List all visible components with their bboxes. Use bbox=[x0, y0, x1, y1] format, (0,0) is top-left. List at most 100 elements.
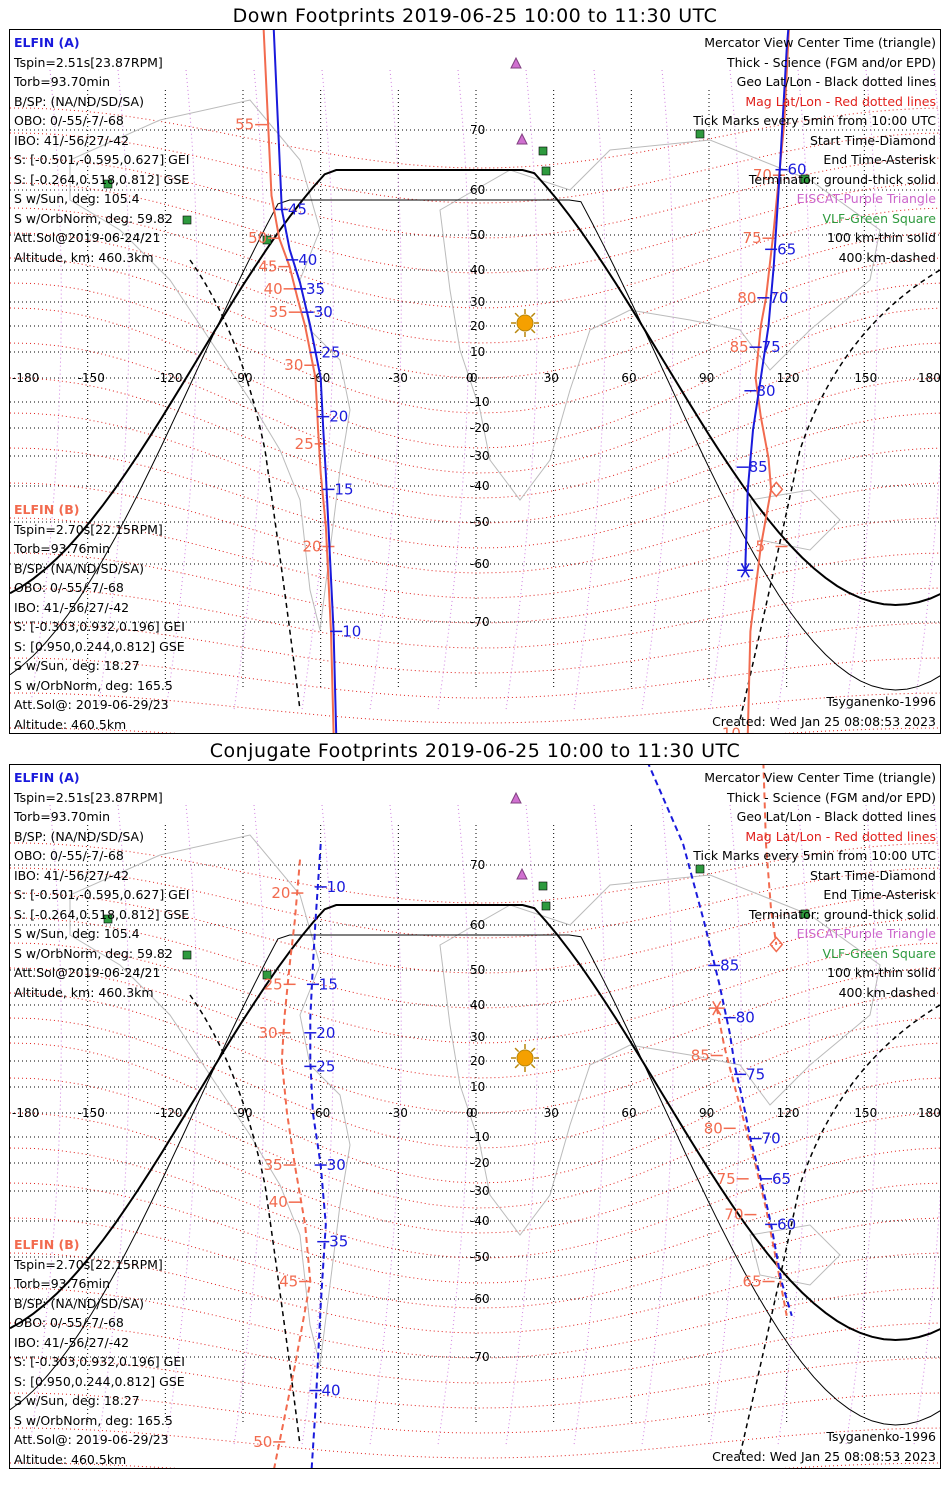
continent-outline bbox=[749, 1224, 841, 1286]
legend-entry: VLF-Green Square bbox=[822, 210, 936, 226]
sun-icon bbox=[516, 314, 534, 332]
elfin-a-param-line: S w/Sun, deg: 105.4 bbox=[14, 926, 140, 941]
elfin-b-west-track bbox=[273, 859, 312, 1468]
magnetic-latitude-line bbox=[10, 867, 940, 939]
elfin-b-param-line: Att.Sol@: 2019-06-29/23 bbox=[14, 697, 169, 712]
sun-icon bbox=[516, 1049, 534, 1067]
terminator-400km-west bbox=[189, 994, 301, 1446]
elfin-a-param-line: OBO: 0/-55/-7/-68 bbox=[14, 848, 124, 863]
elfin-a-west-track bbox=[272, 30, 338, 733]
legend-entry: Tick Marks every 5min from 10:00 UTC bbox=[693, 848, 936, 863]
magnetic-longitude-line bbox=[233, 804, 266, 1446]
vlf-square bbox=[262, 970, 272, 980]
latitude-label: -40 bbox=[470, 479, 490, 493]
elfin-b-west-tick-label: 50 bbox=[253, 1433, 272, 1451]
elfin-b-east-tick-label: 85 bbox=[730, 338, 749, 356]
magnetic-longitude-line bbox=[301, 804, 334, 1446]
elfin-b-param-line: S: [0.950,0.244,0.812] GSE bbox=[14, 638, 185, 654]
magnetic-longitude-line bbox=[437, 69, 470, 711]
elfin-a-west-tick-label: 20 bbox=[329, 408, 348, 426]
longitude-label: 0 bbox=[466, 1106, 474, 1120]
continent-outline bbox=[69, 834, 351, 1366]
vlf-square bbox=[182, 950, 192, 960]
latitude-label: -70 bbox=[470, 1350, 490, 1364]
legend-entry: Terminator: ground-thick solid bbox=[748, 906, 936, 922]
longitude-label: -180 bbox=[12, 371, 39, 385]
elfin-a-info: ELFIN (A) Tspin=2.51s[23.87RPM] Torb=93.7… bbox=[14, 768, 189, 1002]
sun-ray bbox=[514, 312, 520, 318]
elfin-a-west-tick-label: 35 bbox=[329, 1233, 348, 1251]
elfin-a-params: Tspin=2.51s[23.87RPM] Torb=93.70min B/SP: … bbox=[14, 53, 189, 268]
legend-entry: Mag Lat/Lon - Red dotted lines bbox=[745, 93, 936, 109]
vlf-square bbox=[695, 864, 705, 874]
legend-entry: Thick - Science (FGM and/or EPD) bbox=[727, 54, 936, 70]
latitude-label: 10 bbox=[470, 1080, 485, 1094]
legend-entry: Mercator View Center Time (triangle) bbox=[704, 35, 936, 50]
magnetic-latitude-line bbox=[10, 1322, 940, 1384]
longitude-label: 0 bbox=[466, 371, 474, 385]
elfin-a-param-line: B/SP: (NA/ND/SD/SA) bbox=[14, 93, 144, 109]
elfin-b-param-line: Tspin=2.70s[22.15RPM] bbox=[14, 1256, 163, 1272]
elfin-b-west-tick-label: 40 bbox=[269, 1193, 288, 1211]
elfin-a-param-line: IBO: 41/-56/27/-42 bbox=[14, 132, 130, 148]
latitude-label: 30 bbox=[470, 295, 485, 309]
longitude-label: 150 bbox=[854, 1106, 877, 1120]
elfin-a-east-tick-label: 70 bbox=[762, 1130, 781, 1148]
vlf-square bbox=[541, 166, 551, 176]
magnetic-latitude-line bbox=[10, 517, 940, 599]
elfin-a-param-line: S w/Sun, deg: 105.4 bbox=[14, 191, 140, 206]
elfin-b-east-track bbox=[762, 765, 778, 945]
elfin-b-param-line: S w/OrbNorm, deg: 165.5 bbox=[14, 1412, 173, 1428]
elfin-a-east-tick-label: 85 bbox=[749, 458, 768, 476]
longitude-label: 150 bbox=[854, 371, 877, 385]
elfin-a-param-line: S: [-0.264,0.518,0.812] GSE bbox=[14, 906, 190, 922]
latitude-label: 40 bbox=[470, 263, 485, 277]
elfin-b-east-start-diamond bbox=[769, 481, 784, 498]
elfin-b-east-tick-label: 70 bbox=[753, 166, 772, 184]
longitude-label: 60 bbox=[621, 1106, 636, 1120]
sun-ray bbox=[530, 1063, 536, 1069]
elfin-a-west-tick-label: 40 bbox=[321, 1382, 340, 1400]
elfin-b-east-start-diamond bbox=[769, 936, 784, 953]
elfin-a-params: Tspin=2.51s[23.87RPM] Torb=93.70min B/SP: … bbox=[14, 788, 189, 1003]
magnetic-longitude-line bbox=[573, 69, 606, 711]
latitude-label: 40 bbox=[470, 998, 485, 1012]
magnetic-latitude-line bbox=[10, 1112, 940, 1234]
vlf-square bbox=[541, 901, 551, 911]
legend-entry: Thick - Science (FGM and/or EPD) bbox=[727, 789, 936, 805]
magnetic-latitude-line bbox=[10, 132, 940, 204]
elfin-b-east-2-tick-label: 80 bbox=[704, 1119, 723, 1137]
terminator-ground bbox=[10, 904, 940, 1342]
elfin-a-east-tick-label: 80 bbox=[756, 382, 775, 400]
longitude-label: -120 bbox=[155, 1106, 182, 1120]
elfin-b-east-2-track bbox=[715, 1008, 788, 1316]
elfin-b-west-tick-label: 35 bbox=[269, 303, 288, 321]
magnetic-latitude-line bbox=[10, 107, 940, 169]
eiscat-triangle bbox=[516, 132, 528, 145]
elfin-b-west-tick-label: 45 bbox=[279, 1273, 298, 1291]
down-footprints-map-panel: -180 -150 -120 -90 -60 -30 0 30 60 90 120 150 180 70 6… bbox=[9, 29, 941, 734]
conjugate-footprints-map-panel: -180 -150 -120 -90 -60 -30 0 30 60 90 120 150 180 70 6… bbox=[9, 764, 941, 1469]
magnetic-latitude-line bbox=[10, 587, 940, 649]
sun-ray bbox=[514, 1047, 520, 1053]
latitude-label: 60 bbox=[470, 183, 485, 197]
longitude-label: -30 bbox=[388, 1106, 408, 1120]
vlf-square bbox=[103, 914, 113, 924]
elfin-a-param-line: Att.Sol@2019-06-24/21 bbox=[14, 965, 161, 980]
elfin-a-param-line: Tspin=2.51s[23.87RPM] bbox=[14, 789, 163, 805]
longitude-label: -150 bbox=[78, 371, 105, 385]
legend-entry: Terminator: ground-thick solid bbox=[748, 171, 936, 187]
latitude-label: 70 bbox=[470, 858, 485, 872]
elfin-a-east-track bbox=[744, 30, 790, 571]
longitude-label: 30 bbox=[544, 1106, 559, 1120]
elfin-b-param-line: S w/Sun, deg: 18.27 bbox=[14, 1393, 140, 1408]
elfin-b-west-tick-label: 30 bbox=[284, 356, 303, 374]
legend-entry: Tick Marks every 5min from 10:00 UTC bbox=[693, 113, 936, 128]
model-label: Tsyganenko-1996 bbox=[826, 694, 936, 709]
latitude-label: 60 bbox=[470, 918, 485, 932]
elfin-a-param-line: S w/OrbNorm, deg: 59.82 bbox=[14, 945, 173, 961]
longitude-label: -90 bbox=[233, 371, 253, 385]
elfin-b-east-2-tick-label: 70 bbox=[724, 1206, 743, 1224]
vlf-square bbox=[800, 909, 810, 919]
created-timestamp: Created: Wed Jan 25 08:08:53 2023 bbox=[712, 714, 936, 729]
